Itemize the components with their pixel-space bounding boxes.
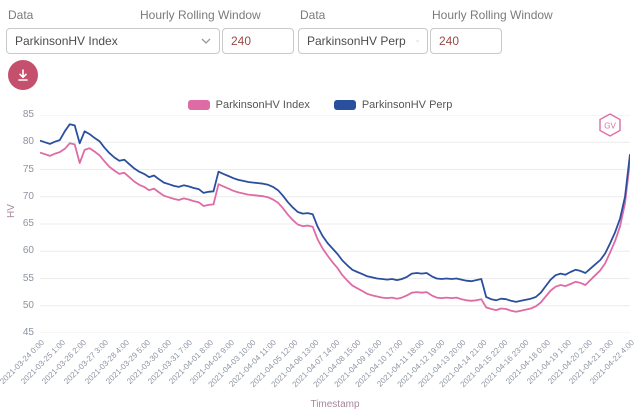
x-tick-label: 2021-03-31 7:00 <box>145 338 194 386</box>
x-tick-label: 2021-04-02 9:00 <box>188 338 237 386</box>
data-select-1-value: ParkinsonHV Index <box>15 34 118 48</box>
x-tick-label: 2021-03-28 4:00 <box>82 338 131 386</box>
data-label-2: Data <box>300 8 326 22</box>
data-select-2[interactable]: ParkinsonHV Perp <box>298 28 428 54</box>
y-axis-title: HV <box>6 204 17 218</box>
legend-swatch <box>333 100 356 110</box>
y-tick-label: 50 <box>22 299 34 311</box>
x-tick-label: 2021-04-20 2:00 <box>546 338 595 386</box>
data-label-1: Data <box>8 8 34 22</box>
x-tick-label: 2021-04-10 17:00 <box>353 338 405 390</box>
x-tick-label: 2021-04-12 19:00 <box>395 338 447 390</box>
x-tick-label: 2021-04-21 3:00 <box>567 338 616 386</box>
x-tick-label: 2021-04-07 14:00 <box>290 338 342 390</box>
legend-item-1[interactable]: ParkinsonHV Perp <box>333 99 453 111</box>
chart-legend: ParkinsonHV Index ParkinsonHV Perp <box>0 99 640 111</box>
x-axis-ticks: 2021-03-24 0:00 2021-03-25 1:00 2021-03-26… <box>0 338 640 400</box>
y-tick-label: 55 <box>22 272 34 284</box>
x-tick-label: 2021-04-22 4:00 <box>588 338 637 386</box>
x-tick-label: 2021-04-04 11:00 <box>227 338 279 389</box>
x-tick-label: 2021-04-11 18:00 <box>375 338 426 389</box>
gv-logo-badge[interactable]: GV <box>597 112 623 138</box>
y-tick-label: 45 <box>22 327 34 338</box>
line-chart <box>40 115 630 333</box>
x-tick-label: 2021-03-29 5:00 <box>103 338 152 386</box>
x-tick-label: 2021-03-27 3:00 <box>61 338 110 386</box>
x-tick-label: 2021-04-14 21:00 <box>437 338 489 390</box>
legend-label: ParkinsonHV Perp <box>361 99 453 111</box>
legend-label: ParkinsonHV Index <box>215 99 310 111</box>
x-tick-label: 2021-04-03 10:00 <box>206 338 258 390</box>
x-tick-label: 2021-04-06 13:00 <box>269 338 321 390</box>
x-tick-label: 2021-04-13 20:00 <box>416 338 468 390</box>
y-tick-label: 80 <box>22 136 34 148</box>
x-tick-label: 2021-04-08 15:00 <box>311 338 363 390</box>
window-input-2[interactable] <box>430 28 502 54</box>
data-select-1[interactable]: ParkinsonHV Index <box>6 28 220 54</box>
window-label-2: Hourly Rolling Window <box>432 8 553 22</box>
x-tick-label: 2021-04-15 22:00 <box>458 338 510 390</box>
y-tick-label: 60 <box>22 245 34 257</box>
x-tick-label: 2021-03-30 6:00 <box>124 338 173 386</box>
x-tick-label: 2021-04-01 8:00 <box>167 338 215 386</box>
data-select-2-value: ParkinsonHV Perp <box>307 34 406 48</box>
window-input-1[interactable] <box>222 28 294 54</box>
y-tick-label: 75 <box>22 163 34 175</box>
x-tick-label: 2021-04-09 16:00 <box>332 338 384 390</box>
download-button[interactable] <box>8 60 38 90</box>
chart-plot-area[interactable] <box>40 115 630 333</box>
download-icon <box>18 69 28 81</box>
x-tick-label: 2021-03-26 2:00 <box>40 338 89 386</box>
window-label-1: Hourly Rolling Window <box>140 8 261 22</box>
x-tick-label: 2021-04-16 23:00 <box>479 338 532 390</box>
chevron-down-icon <box>415 40 419 42</box>
svg-text:GV: GV <box>604 122 616 131</box>
y-tick-label: 65 <box>22 218 34 229</box>
legend-swatch <box>187 100 210 110</box>
y-tick-label: 70 <box>22 190 34 202</box>
y-tick-label: 85 <box>22 109 34 120</box>
x-tick-label: 2021-03-25 1:00 <box>19 338 68 386</box>
x-tick-label: 2021-03-24 0:00 <box>0 338 47 386</box>
x-tick-label: 2021-04-18 0:00 <box>504 338 553 386</box>
x-tick-label: 2021-04-19 1:00 <box>525 338 574 386</box>
x-axis-title: Timestamp <box>310 399 360 410</box>
x-tick-label: 2021-04-05 12:00 <box>248 338 300 390</box>
chevron-down-icon <box>201 38 211 44</box>
legend-item-0[interactable]: ParkinsonHV Index <box>187 99 310 111</box>
y-axis-ticks: 45 50 55 60 65 70 75 80 85 <box>0 109 34 338</box>
hexagon-logo-icon: GV <box>599 113 621 137</box>
